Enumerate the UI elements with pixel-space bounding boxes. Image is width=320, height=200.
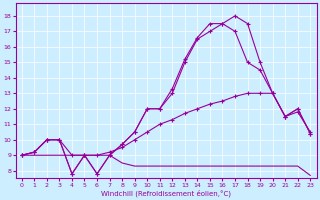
X-axis label: Windchill (Refroidissement éolien,°C): Windchill (Refroidissement éolien,°C) xyxy=(101,189,231,197)
